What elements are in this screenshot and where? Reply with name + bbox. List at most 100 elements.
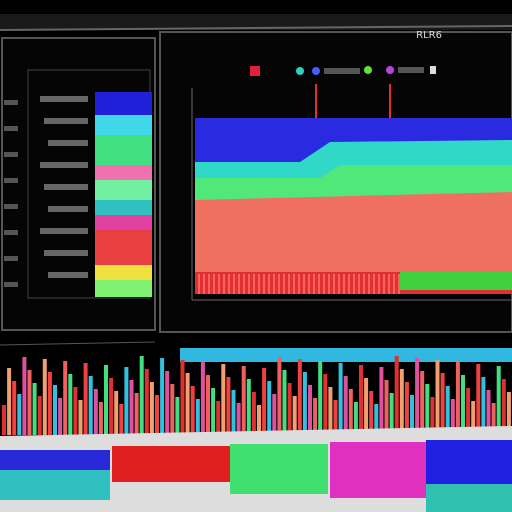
stripe (398, 274, 400, 294)
stripe (218, 274, 220, 294)
bar (144, 369, 149, 435)
stripe (268, 274, 270, 294)
stack-segment (95, 115, 152, 135)
axis-label-block (4, 126, 18, 131)
bar (185, 373, 190, 435)
axis-label-block (4, 100, 18, 105)
bar (190, 386, 195, 435)
bar (37, 396, 42, 435)
bar (53, 385, 57, 435)
bar (129, 380, 134, 435)
bar (364, 378, 369, 435)
bar (445, 386, 450, 435)
label-block (48, 206, 88, 212)
stripe (388, 274, 390, 294)
bar (471, 401, 476, 435)
stripe (338, 274, 340, 294)
block (230, 444, 328, 494)
stack-segment (95, 135, 152, 165)
bar (88, 376, 93, 435)
bar (384, 380, 389, 435)
bar (328, 387, 333, 435)
stack-segment (95, 280, 152, 297)
bar (262, 368, 267, 435)
bar (257, 405, 261, 435)
bar (435, 360, 440, 435)
bar (231, 390, 236, 435)
stripe (228, 274, 230, 294)
bar (27, 370, 32, 435)
stack-segment (95, 230, 152, 265)
bar (170, 384, 175, 435)
stripes (198, 274, 400, 294)
stripe (233, 274, 235, 294)
color-legend-stack (95, 92, 152, 297)
stripe (263, 274, 265, 294)
bar (180, 360, 185, 435)
stripe (243, 274, 245, 294)
bar (430, 397, 435, 435)
bar (119, 404, 124, 435)
label-block (44, 184, 88, 190)
bar (246, 379, 251, 435)
axis-label-block (4, 282, 18, 287)
legend-text-block (398, 67, 424, 73)
label-rows (4, 96, 88, 287)
bar (160, 358, 165, 435)
bar (394, 356, 399, 435)
bar (323, 374, 328, 435)
area-green-strip (400, 272, 512, 290)
stripe (393, 274, 395, 294)
bar (12, 381, 17, 435)
label-block (48, 140, 88, 146)
bar (175, 397, 180, 435)
stack-segment (95, 200, 152, 215)
bar (292, 396, 297, 435)
panel-title: RLR6 (416, 30, 442, 41)
legend-swatch (364, 66, 372, 74)
bar (93, 389, 98, 435)
bar (404, 382, 409, 435)
axis-label-block (4, 152, 18, 157)
stripe (253, 274, 255, 294)
stripe (333, 274, 335, 294)
stripe (293, 274, 295, 294)
bar (466, 388, 471, 435)
bar (410, 395, 414, 435)
axis-label-block (4, 178, 18, 183)
stripe (378, 274, 380, 294)
block (426, 484, 512, 512)
stacked-area (195, 118, 512, 294)
stripe (213, 274, 215, 294)
stripe (303, 274, 305, 294)
stripe (223, 274, 225, 294)
stripe (353, 274, 355, 294)
label-block (48, 272, 88, 278)
bar (114, 391, 119, 435)
bar (425, 384, 430, 435)
bar (287, 383, 292, 435)
bar (318, 361, 323, 435)
bar (359, 365, 363, 435)
stripe (258, 274, 260, 294)
bar (491, 403, 496, 435)
legend-swatch (386, 66, 394, 74)
label-block (40, 96, 88, 102)
legend-swatch (430, 66, 436, 74)
stripe (363, 274, 365, 294)
stripe (248, 274, 250, 294)
bar (104, 365, 108, 435)
stripe (383, 274, 385, 294)
bar (343, 376, 348, 435)
bar (68, 374, 73, 435)
bar (165, 371, 170, 435)
bar (389, 393, 394, 435)
label-block (44, 250, 88, 256)
bar (481, 377, 486, 435)
bar (374, 404, 379, 435)
stripe (313, 274, 315, 294)
legend-swatch (296, 67, 304, 75)
bar (308, 385, 312, 435)
